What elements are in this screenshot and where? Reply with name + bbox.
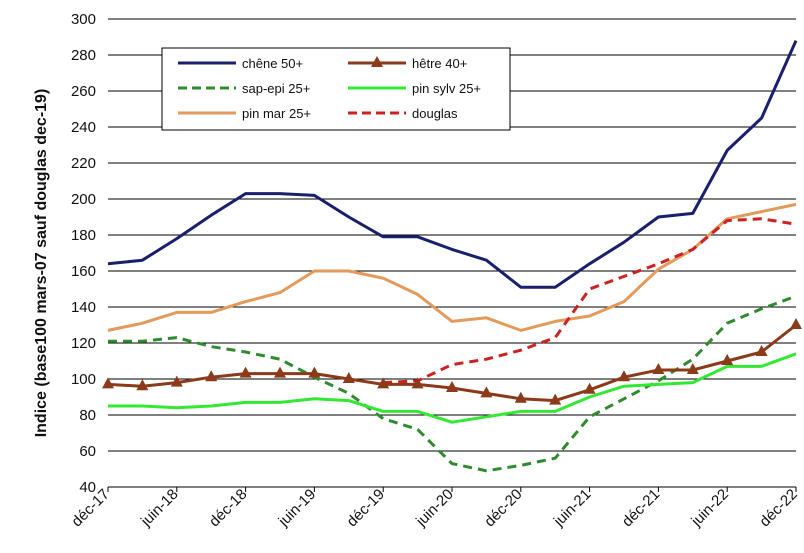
y-tick-label: 200 [71,191,96,208]
x-tick-label: juin-18 [137,486,182,531]
y-tick-label: 180 [71,227,96,244]
y-tick-label: 280 [71,47,96,64]
y-tick-label: 100 [71,371,96,388]
data-point-marker [790,318,802,329]
data-point-marker [686,363,699,374]
x-tick-label: juin-21 [550,486,595,531]
data-point-marker [480,386,493,398]
data-point-marker [583,382,596,394]
data-point-marker [205,370,218,382]
legend-label: sap-epi 25+ [242,81,310,96]
series-line-ch-ne-50- [107,39,798,289]
data-point-marker [170,375,183,387]
series-line-pin-sylv-25- [108,352,797,424]
data-point-marker [136,379,149,391]
x-tick-label: juin-20 [412,486,457,531]
x-tick-label: déc-21 [619,486,663,530]
series-layer [102,39,802,473]
legend-label: douglas [412,106,458,121]
x-tick-label: juin-19 [275,486,320,531]
y-axis-ticks: 40 60 80 100 120 140 160 180 200 220 240 260 280 300 [71,11,96,496]
y-tick-label: 220 [71,155,96,172]
y-axis-label: Indice (base100 mars-07 sauf douglas dec… [33,89,50,438]
x-tick-label: déc-19 [344,486,388,530]
y-tick-label: 60 [79,443,96,460]
y-tick-label: 240 [71,119,96,136]
legend-label: pin mar 25+ [242,106,311,121]
data-point-marker [308,366,321,378]
y-tick-label: 260 [71,83,96,100]
data-point-marker [342,372,355,383]
data-point-marker [102,377,114,389]
series-line-pin-mar-25- [107,202,797,332]
data-point-marker [239,366,252,378]
x-tick-label: juin-22 [687,486,732,531]
series-line-douglas [383,217,797,385]
x-tick-label: déc-20 [481,486,525,530]
data-point-marker [618,370,630,382]
x-tick-label: déc-22 [756,486,800,530]
legend-label: pin sylv 25+ [412,81,481,96]
y-tick-label: 140 [71,299,96,316]
y-tick-label: 80 [79,407,96,424]
data-point-marker [446,381,458,392]
data-point-marker [549,393,562,405]
data-point-marker [411,377,424,389]
y-tick-label: 160 [71,263,96,280]
x-tick-label: déc-18 [206,486,250,530]
legend-label: hêtre 40+ [412,56,467,71]
data-point-marker [377,377,390,389]
y-tick-label: 300 [71,11,96,28]
data-point-marker [652,363,665,374]
legend-label: chêne 50+ [242,56,303,71]
legend: chêne 50+ hêtre 40+ sap-epi 25+ pin sylv 25… [161,47,511,131]
y-tick-label: 40 [79,479,96,496]
legend-marker [371,56,383,67]
data-point-marker [274,366,286,378]
data-point-marker [755,345,768,356]
y-tick-label: 120 [71,335,96,352]
data-point-marker [514,391,527,403]
x-axis-ticks: déc-17 juin-18 déc-18 juin-19 déc-19 juin-20 d… [68,486,800,531]
series-line-sap-epi-25- [108,294,797,473]
data-point-marker [721,354,734,365]
